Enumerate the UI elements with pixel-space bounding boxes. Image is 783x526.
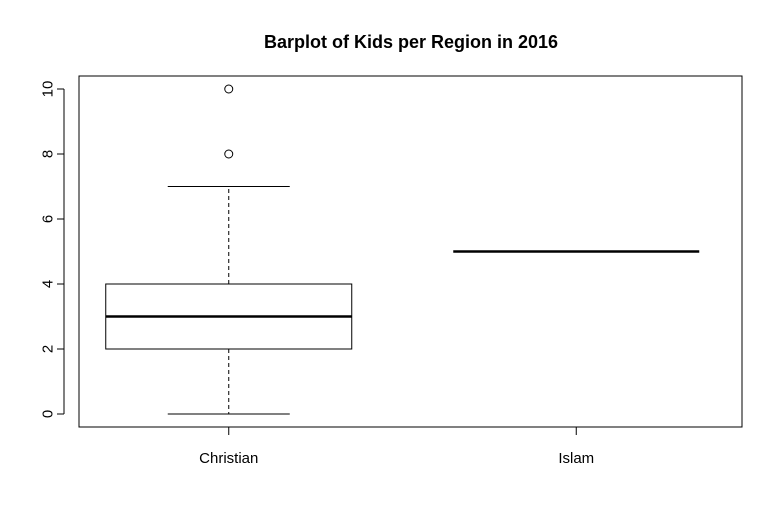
y-axis: 0 2 4 6 8 10 [40,81,65,418]
y-tick-label: 8 [40,150,57,158]
box-group-christian [105,84,353,415]
y-tick-label: 0 [40,410,57,418]
x-axis: Christian Islam [199,426,594,467]
y-tick-label: 10 [40,81,57,98]
chart-title: Barplot of Kids per Region in 2016 [264,32,558,52]
x-tick-label: Christian [199,450,258,467]
outlier-point [224,84,234,94]
x-tick-label: Islam [558,450,594,467]
y-tick-label: 4 [40,280,57,288]
y-tick-label: 2 [40,345,57,353]
outlier-point [224,149,234,159]
boxes-layer [105,84,700,415]
y-tick-label: 6 [40,215,57,223]
